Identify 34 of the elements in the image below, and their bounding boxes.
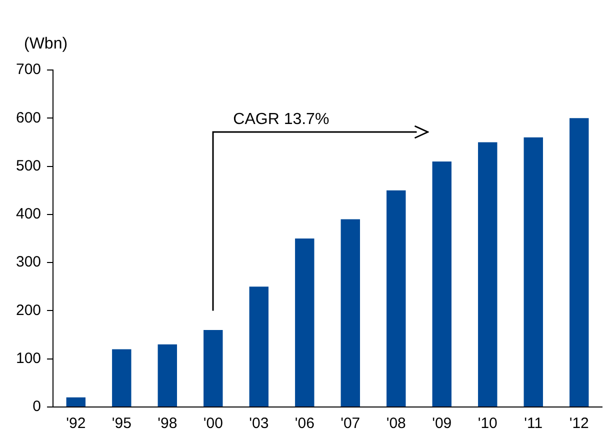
bar (295, 238, 314, 406)
y-tick-label: 500 (16, 157, 42, 174)
y-tick-label: 700 (16, 61, 42, 78)
bar (158, 344, 178, 406)
y-tick-label: 600 (16, 109, 42, 126)
bar (340, 219, 360, 406)
x-tick-label: '00 (203, 415, 223, 432)
x-tick-label: '08 (386, 415, 406, 432)
x-tick-label: '10 (478, 415, 498, 432)
annotation: CAGR 13.7% (233, 111, 330, 128)
x-tick-label: '06 (294, 415, 314, 432)
bar (66, 397, 86, 406)
x-tick-label: '11 (524, 415, 543, 432)
bar (112, 349, 132, 406)
bar (432, 161, 452, 406)
y-tick-label: 100 (16, 350, 42, 367)
x-tick-label: '92 (66, 415, 86, 432)
x-tick-label: '12 (569, 415, 589, 432)
y-tick-label: 0 (32, 398, 42, 416)
y-axis-title: (Wbn) (24, 35, 68, 52)
y-tick-label: 300 (16, 254, 42, 271)
x-tick-label: '07 (340, 415, 360, 432)
bar (386, 190, 406, 406)
x-tick-label: '98 (158, 415, 178, 432)
bar (478, 142, 498, 406)
x-tick-label: '09 (432, 415, 452, 432)
bar (524, 137, 543, 406)
bar (204, 330, 223, 406)
bar (249, 286, 268, 406)
bar (570, 118, 589, 406)
x-tick-label: '95 (112, 415, 132, 432)
y-tick-label: 200 (16, 302, 42, 319)
x-tick-label: '03 (249, 415, 269, 432)
y-tick-label: 400 (16, 206, 42, 223)
